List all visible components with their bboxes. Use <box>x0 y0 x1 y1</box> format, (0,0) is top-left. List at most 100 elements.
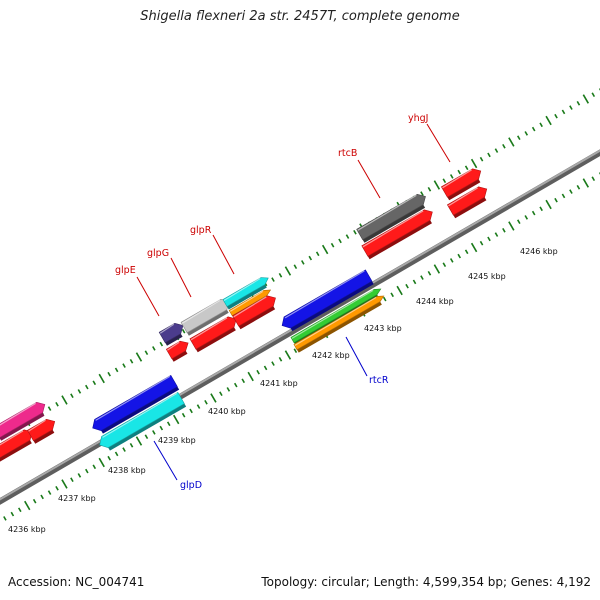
scale-tick <box>77 389 82 394</box>
scale-tick <box>582 178 590 188</box>
map-title: Shigella flexneri 2a str. 2457T, complet… <box>140 9 460 24</box>
gene-feature-rtcB-red <box>361 209 433 260</box>
scale-tick <box>591 176 596 182</box>
gene-feature-glpG <box>180 298 230 336</box>
label-leader-lines <box>136 123 451 481</box>
scale-label-kbp: 4246 kbp <box>520 247 558 256</box>
scale-tick <box>487 152 491 158</box>
scale-tick <box>508 221 515 231</box>
glpR-leader <box>212 234 235 275</box>
scale-tick <box>531 210 536 216</box>
gene-feature-glpD-blue-highlight <box>95 375 171 421</box>
scale-tick <box>345 234 350 239</box>
gene-feature-red-left2-highlight <box>28 419 46 432</box>
scale-tick <box>166 421 171 427</box>
gene-feature-glpD-cyan-highlight <box>102 392 178 438</box>
gene-label-rtcR: rtcR <box>369 375 389 386</box>
scale-tick <box>427 270 432 276</box>
scale-tick <box>338 238 342 244</box>
gene-feature-red-c <box>232 295 276 330</box>
scale-tick <box>263 365 268 371</box>
scale-tick <box>284 350 292 360</box>
glpE-leader <box>136 276 160 317</box>
gene-feature-red-left2-shadow <box>33 429 55 444</box>
scale-tick <box>3 516 7 521</box>
scale-tick <box>293 264 298 270</box>
gene-feature-rtcB-red-highlight <box>362 210 424 248</box>
scale-tick <box>321 244 329 255</box>
gene-label-glpG: glpG <box>147 248 169 259</box>
scale-label-kbp: 4238 kbp <box>108 466 146 475</box>
gene-feature-magenta <box>0 401 46 441</box>
scale-tick <box>524 131 529 136</box>
gene-label-yhgJ: yhgJ <box>408 113 428 124</box>
scale-tick <box>502 143 506 149</box>
scale-tick <box>479 240 484 246</box>
rtcR-leader <box>345 336 368 377</box>
gene-feature-glpE-shadow <box>165 333 183 346</box>
scale-tick <box>24 500 31 511</box>
scale-tick <box>98 457 105 468</box>
gene-feature-glpR-cyan-highlight <box>223 278 261 302</box>
scale-tick <box>487 236 491 242</box>
scale-tick <box>508 137 515 147</box>
scale-tick <box>92 464 97 470</box>
scale-tick <box>159 425 164 431</box>
rtcB-leader <box>357 159 381 199</box>
gene-feature-rtcB-gray <box>356 193 426 243</box>
gene-feature-red-c-highlight <box>233 296 267 318</box>
gene-feature-rtcR-blue-shadow <box>290 281 374 332</box>
scale-tick <box>92 380 97 386</box>
scale-tick <box>77 473 82 478</box>
scale-tick <box>40 494 44 500</box>
scale-tick <box>390 292 394 298</box>
gene-feature-yhgJ-a <box>441 168 482 201</box>
gene-feature-glpE-highlight <box>159 323 175 334</box>
gene-feature-rtcR-blue-highlight <box>284 270 365 319</box>
gene-feature-rtcR-blue <box>281 269 374 332</box>
gene-feature-glpE <box>158 322 184 346</box>
gene-feature-red-a-highlight <box>166 341 180 351</box>
scale-tick <box>173 414 180 425</box>
scale-tick <box>442 262 447 268</box>
scale-tick <box>494 148 499 153</box>
gene-feature-red-b <box>189 316 237 353</box>
scale-tick <box>442 178 447 184</box>
scale-tick <box>539 122 543 128</box>
scale-tick <box>181 328 186 334</box>
scale-tick <box>494 232 499 237</box>
scale-tick <box>561 109 566 115</box>
scale-tick <box>189 408 193 414</box>
scale-tick <box>61 395 68 405</box>
scale-tick <box>545 199 552 210</box>
gene-feature-rtcB-red-shadow <box>367 220 432 260</box>
scale-tick <box>382 296 387 302</box>
scale-tick <box>70 393 74 399</box>
scale-tick <box>561 193 566 199</box>
gene-feature-yhgJ-a-highlight <box>442 169 472 189</box>
gene-feature-red-left1 <box>0 429 33 462</box>
gene-feature-yhgJ-b-shadow <box>453 197 487 219</box>
scale-tick <box>457 253 462 259</box>
gene-feature-magenta-shadow <box>0 412 45 441</box>
gene-feature-rtcB-gray-highlight <box>357 194 417 231</box>
scale-tick <box>196 404 201 409</box>
scale-tick <box>396 285 403 296</box>
gene-label-rtcB: rtcB <box>338 148 357 159</box>
gene-feature-red-b-shadow <box>195 327 236 353</box>
gene-feature-yhgJ-b-highlight <box>448 187 478 207</box>
scale-tick <box>98 373 105 384</box>
scale-label-kbp: 4240 kbp <box>208 407 246 416</box>
scale-tick <box>517 135 521 141</box>
scale-label-kbp: 4237 kbp <box>58 494 96 503</box>
scale-tick <box>32 498 37 504</box>
glpD-leader <box>153 440 178 481</box>
scale-tick <box>464 249 469 255</box>
genome-stats-text: Topology: circular; Length: 4,599,354 bp… <box>261 575 591 589</box>
glpG-leader <box>170 257 192 298</box>
scale-label-kbp: 4245 kbp <box>468 272 506 281</box>
scale-tick <box>569 105 573 110</box>
scale-tick <box>278 272 283 278</box>
scale-tick <box>204 399 208 405</box>
scale-tick <box>233 382 238 388</box>
